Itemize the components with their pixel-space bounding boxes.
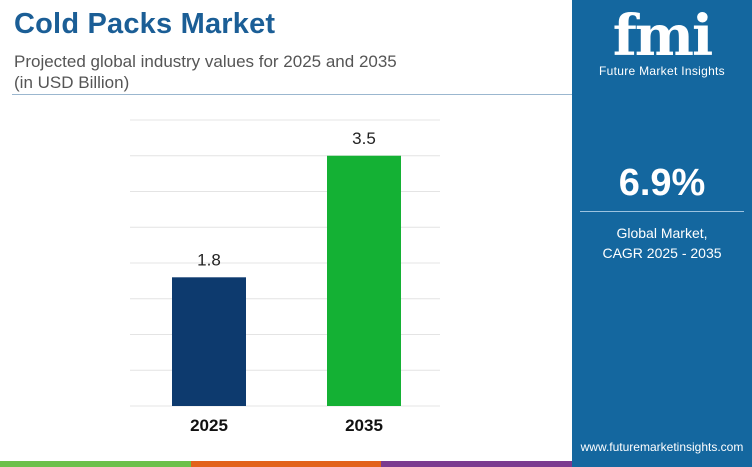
cagr-value: 6.9% bbox=[618, 162, 706, 204]
cagr-label: Global Market, CAGR 2025 - 2035 bbox=[572, 223, 752, 263]
chart-panel: Cold Packs Market Projected global indus… bbox=[0, 8, 573, 467]
sidebar: fmi Future Market Insights 6.9% Global M… bbox=[572, 0, 752, 467]
x-tick-label-2025: 2025 bbox=[190, 416, 228, 435]
fmi-logo-mark: fmi bbox=[612, 3, 714, 69]
data-label-2025: 1.8 bbox=[197, 250, 221, 269]
subtitle-line-2: (in USD Billion) bbox=[14, 73, 130, 92]
fmi-logo: fmi Future Market Insights bbox=[572, 6, 752, 78]
bar-chart: 1.8 2025 3.5 2035 bbox=[130, 119, 440, 435]
stripe-purple bbox=[381, 461, 573, 467]
cagr-label-line-1: Global Market, bbox=[616, 225, 708, 241]
website-link[interactable]: www.futuremarketinsights.com bbox=[580, 440, 744, 454]
header-divider bbox=[12, 94, 572, 95]
cagr-label-line-2: CAGR 2025 - 2035 bbox=[602, 245, 722, 261]
chart-subtitle: Projected global industry values for 202… bbox=[14, 51, 534, 93]
subtitle-line-1: Projected global industry values for 202… bbox=[14, 52, 397, 71]
fmi-logo-subtitle: Future Market Insights bbox=[599, 64, 725, 78]
cagr-divider bbox=[580, 211, 744, 212]
chart-title: Cold Packs Market bbox=[14, 8, 276, 40]
bar-2025 bbox=[172, 277, 246, 406]
bottom-color-stripe bbox=[0, 461, 573, 467]
stripe-green bbox=[0, 461, 191, 467]
bar-2035 bbox=[327, 155, 401, 406]
data-label-2035: 3.5 bbox=[352, 129, 376, 148]
stripe-orange bbox=[190, 461, 382, 467]
x-tick-label-2035: 2035 bbox=[345, 416, 383, 435]
